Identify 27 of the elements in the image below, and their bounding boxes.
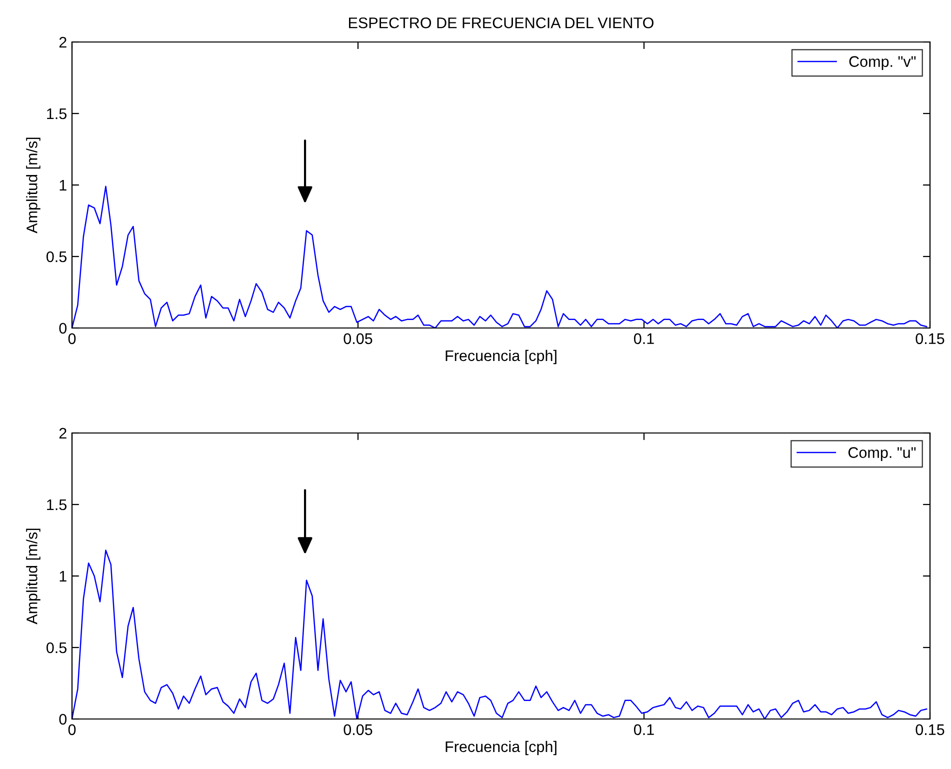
y-tick-label: 1.5 xyxy=(47,108,66,120)
x-tick-label: 0.05 xyxy=(344,333,372,344)
x-tick-label: 0.15 xyxy=(916,724,944,736)
y-tick-label: 0.5 xyxy=(46,642,66,654)
y-axis-title: Amplitud [m/s] xyxy=(26,528,40,624)
line-series xyxy=(72,550,928,719)
x-axis-title: Frecuencia [cph] xyxy=(446,740,556,756)
x-tick-label: 0 xyxy=(68,333,76,344)
legend-label: Comp. "u" xyxy=(848,447,916,461)
x-tick-label: 0.1 xyxy=(634,724,654,736)
line-series xyxy=(72,186,928,328)
x-tick-label: 0.1 xyxy=(634,333,654,344)
y-tick-label: 1 xyxy=(60,180,66,191)
y-axis-title: Amplitud [m/s] xyxy=(26,138,40,234)
y-tick-label: 2 xyxy=(59,428,66,439)
x-tick-label: 0.15 xyxy=(916,333,944,344)
chart-title: ESPECTRO DE FRECUENCIA DEL VIENTO xyxy=(349,17,654,28)
x-tick-label: 0 xyxy=(68,724,76,736)
x-tick-label: 0.05 xyxy=(344,724,372,736)
y-tick-label: 1 xyxy=(60,571,66,582)
legend-label: Comp. "v" xyxy=(849,56,916,70)
x-axis-title: Frecuencia [cph] xyxy=(446,350,556,364)
y-tick-label: 1.5 xyxy=(47,500,66,510)
y-tick-label: 2 xyxy=(59,36,66,48)
y-tick-label: 0 xyxy=(59,714,67,725)
y-tick-label: 0.5 xyxy=(46,251,66,262)
y-tick-label: 0 xyxy=(59,322,67,334)
